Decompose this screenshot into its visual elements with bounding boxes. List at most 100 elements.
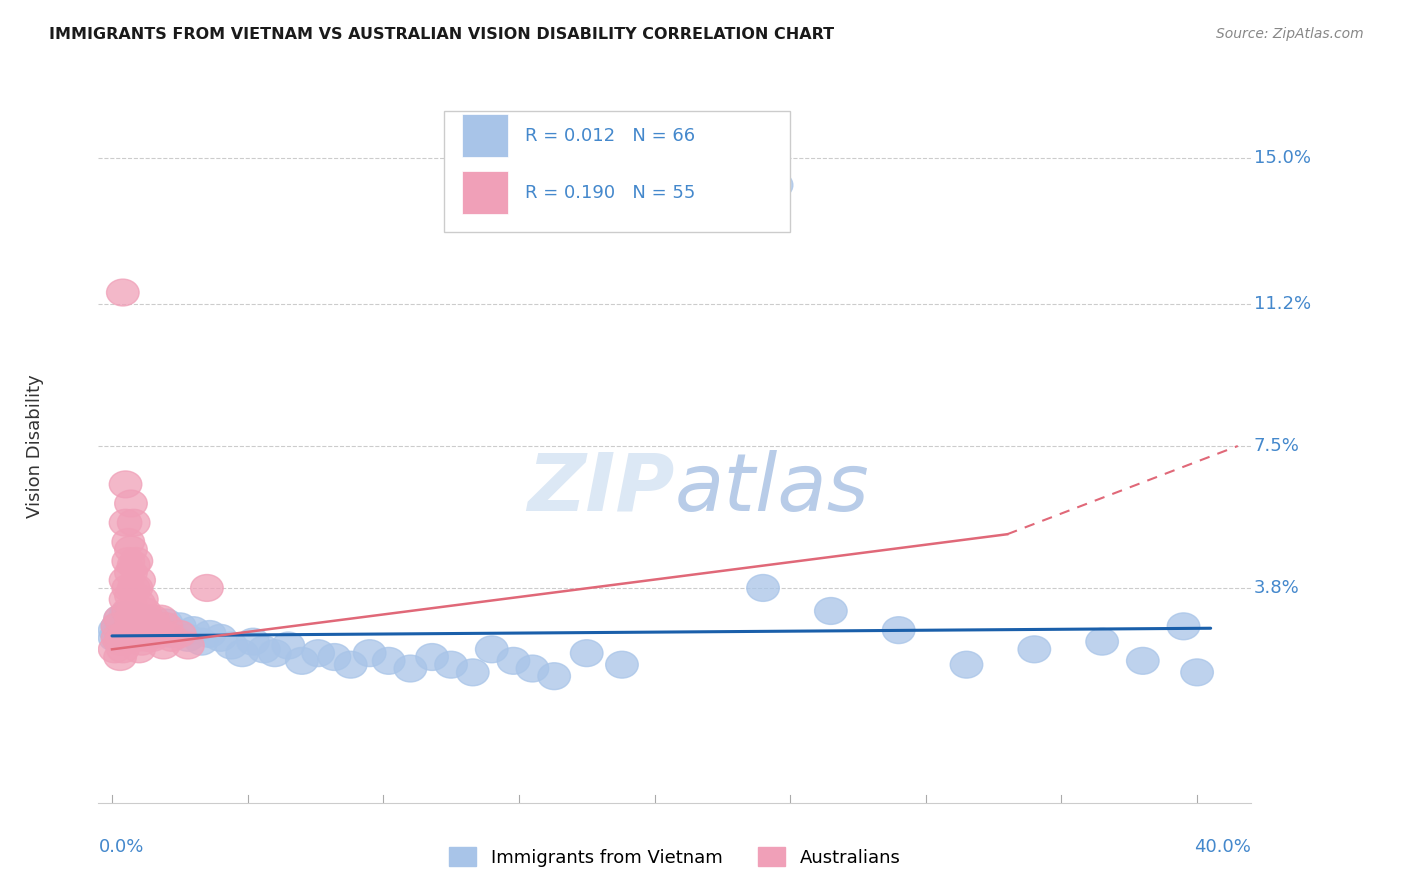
Ellipse shape: [259, 640, 291, 666]
Ellipse shape: [142, 621, 174, 648]
Text: IMMIGRANTS FROM VIETNAM VS AUSTRALIAN VISION DISABILITY CORRELATION CHART: IMMIGRANTS FROM VIETNAM VS AUSTRALIAN VI…: [49, 27, 834, 42]
Ellipse shape: [115, 559, 148, 586]
Ellipse shape: [571, 640, 603, 666]
Ellipse shape: [416, 644, 449, 671]
Ellipse shape: [125, 628, 157, 655]
FancyBboxPatch shape: [461, 171, 508, 214]
Ellipse shape: [110, 509, 142, 536]
Ellipse shape: [101, 613, 134, 640]
Legend: Immigrants from Vietnam, Australians: Immigrants from Vietnam, Australians: [440, 838, 910, 876]
Ellipse shape: [104, 605, 136, 632]
Ellipse shape: [148, 632, 180, 659]
Text: atlas: atlas: [675, 450, 870, 528]
Ellipse shape: [335, 651, 367, 678]
Ellipse shape: [236, 628, 270, 655]
Ellipse shape: [115, 621, 148, 648]
Ellipse shape: [110, 621, 142, 648]
Ellipse shape: [434, 651, 467, 678]
Text: R = 0.190   N = 55: R = 0.190 N = 55: [524, 184, 696, 202]
Ellipse shape: [516, 655, 548, 682]
Ellipse shape: [98, 624, 131, 651]
Ellipse shape: [177, 616, 209, 644]
Ellipse shape: [131, 624, 163, 651]
Ellipse shape: [747, 574, 779, 601]
Ellipse shape: [104, 605, 136, 632]
Text: Source: ZipAtlas.com: Source: ZipAtlas.com: [1216, 27, 1364, 41]
Ellipse shape: [104, 644, 136, 671]
Ellipse shape: [285, 648, 318, 674]
Ellipse shape: [1126, 648, 1159, 674]
Ellipse shape: [107, 636, 139, 663]
Ellipse shape: [104, 616, 136, 644]
FancyBboxPatch shape: [444, 111, 790, 232]
Ellipse shape: [302, 640, 335, 666]
Ellipse shape: [498, 648, 530, 674]
Ellipse shape: [204, 624, 236, 651]
Ellipse shape: [118, 509, 150, 536]
Ellipse shape: [761, 171, 793, 199]
Text: ZIP: ZIP: [527, 450, 675, 528]
Ellipse shape: [538, 663, 571, 690]
Ellipse shape: [131, 616, 163, 644]
Ellipse shape: [115, 609, 148, 636]
Ellipse shape: [112, 598, 145, 624]
Ellipse shape: [115, 621, 148, 648]
Ellipse shape: [115, 582, 148, 609]
Ellipse shape: [118, 598, 150, 624]
Ellipse shape: [1085, 628, 1118, 655]
Ellipse shape: [172, 632, 204, 659]
Ellipse shape: [101, 621, 134, 648]
Ellipse shape: [1018, 636, 1050, 663]
Ellipse shape: [115, 490, 148, 517]
Ellipse shape: [215, 632, 247, 659]
Ellipse shape: [128, 605, 160, 632]
Ellipse shape: [136, 621, 169, 648]
Ellipse shape: [110, 471, 142, 498]
Ellipse shape: [122, 609, 156, 636]
Ellipse shape: [163, 613, 195, 640]
Ellipse shape: [172, 624, 204, 651]
Ellipse shape: [136, 624, 169, 651]
FancyBboxPatch shape: [461, 114, 508, 157]
Ellipse shape: [475, 636, 508, 663]
Ellipse shape: [1181, 659, 1213, 686]
Ellipse shape: [247, 636, 280, 663]
Ellipse shape: [107, 279, 139, 306]
Text: 7.5%: 7.5%: [1254, 437, 1299, 455]
Text: 0.0%: 0.0%: [98, 838, 143, 856]
Ellipse shape: [606, 651, 638, 678]
Ellipse shape: [120, 574, 153, 601]
Ellipse shape: [156, 621, 188, 648]
Ellipse shape: [271, 632, 305, 659]
Ellipse shape: [125, 613, 157, 640]
Ellipse shape: [122, 613, 156, 640]
Ellipse shape: [110, 566, 142, 594]
Ellipse shape: [150, 613, 183, 640]
Ellipse shape: [318, 644, 350, 671]
Ellipse shape: [373, 648, 405, 674]
Ellipse shape: [101, 624, 134, 651]
Ellipse shape: [107, 624, 139, 651]
Text: R = 0.012   N = 66: R = 0.012 N = 66: [524, 127, 695, 145]
Ellipse shape: [110, 601, 142, 628]
Text: 15.0%: 15.0%: [1254, 149, 1310, 168]
Ellipse shape: [107, 609, 139, 636]
Ellipse shape: [139, 613, 172, 640]
Ellipse shape: [128, 613, 160, 640]
Ellipse shape: [120, 624, 153, 651]
Ellipse shape: [110, 613, 142, 640]
Ellipse shape: [125, 586, 157, 613]
Ellipse shape: [150, 609, 183, 636]
Ellipse shape: [110, 586, 142, 613]
Ellipse shape: [394, 655, 426, 682]
Ellipse shape: [186, 628, 218, 655]
Ellipse shape: [120, 605, 153, 632]
Ellipse shape: [118, 574, 150, 601]
Ellipse shape: [883, 616, 915, 644]
Ellipse shape: [128, 598, 160, 624]
Ellipse shape: [122, 566, 156, 594]
Ellipse shape: [163, 621, 195, 648]
Ellipse shape: [122, 616, 156, 644]
Ellipse shape: [134, 616, 166, 644]
Ellipse shape: [131, 605, 163, 632]
